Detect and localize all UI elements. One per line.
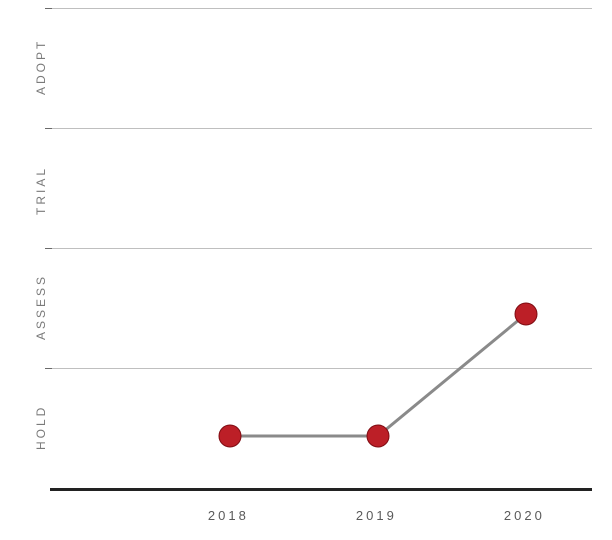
- x-axis-line: [50, 488, 592, 491]
- band-separator: [50, 368, 592, 369]
- band-separator: [50, 128, 592, 129]
- radar-phase-chart: HOLD ASSESS TRIAL ADOPT 2018 2019 2020: [0, 0, 612, 540]
- data-point: [367, 425, 389, 447]
- x-label-2019: 2019: [356, 508, 397, 523]
- y-label-adopt: ADOPT: [34, 39, 48, 95]
- x-label-2018: 2018: [208, 508, 249, 523]
- data-point: [219, 425, 241, 447]
- x-label-2020: 2020: [504, 508, 545, 523]
- series-plot: [0, 0, 612, 540]
- y-label-trial: TRIAL: [34, 166, 48, 215]
- series-line: [230, 314, 526, 436]
- y-tick: [45, 248, 52, 249]
- data-point: [515, 303, 537, 325]
- y-tick: [45, 128, 52, 129]
- band-separator: [50, 248, 592, 249]
- y-label-assess: ASSESS: [34, 274, 48, 340]
- y-tick: [45, 368, 52, 369]
- y-tick: [45, 8, 52, 9]
- y-label-hold: HOLD: [34, 404, 48, 449]
- band-separator: [50, 8, 592, 9]
